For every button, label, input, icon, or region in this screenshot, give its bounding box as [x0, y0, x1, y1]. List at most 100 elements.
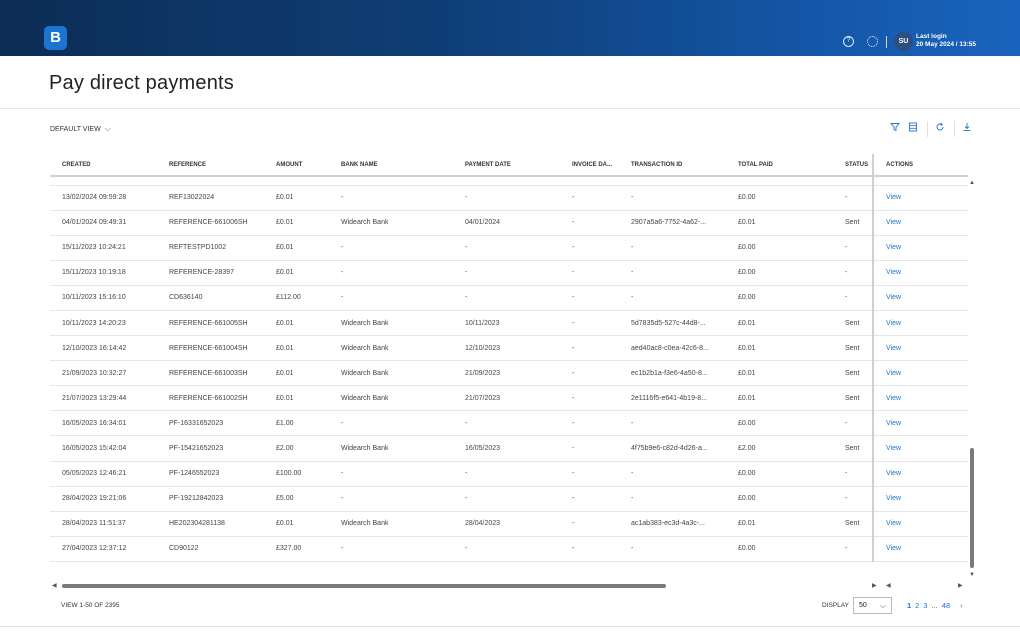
cell-amount: £0.01 [264, 385, 329, 412]
cell-action: View [872, 210, 968, 236]
scroll-right-icon[interactable]: ▶ [872, 583, 877, 589]
scroll-up-icon[interactable]: ▲ [969, 180, 975, 186]
cell-bank: Widearch Bank [329, 435, 453, 462]
help-icon[interactable]: ? [843, 36, 854, 47]
cell-payment-date: - [453, 461, 560, 487]
app-logo[interactable]: B [44, 26, 67, 50]
view-link[interactable]: View [886, 344, 902, 352]
cell-bank: - [329, 461, 453, 487]
cell-payment-date: 16/05/2023 [453, 435, 560, 462]
cell-total-paid: £0.01 [726, 511, 833, 537]
page-size-select[interactable]: 50 ⌵ [853, 597, 892, 614]
column-header[interactable]: BANK NAME [329, 154, 453, 177]
page-link-3[interactable]: 3 [923, 601, 928, 610]
page-link-last[interactable]: 48 [941, 601, 951, 610]
view-link[interactable]: View [886, 369, 902, 377]
column-header[interactable]: STATUS [833, 154, 873, 177]
next-page-icon[interactable]: › [960, 601, 963, 610]
chevron-down-icon: ⌵ [879, 601, 886, 610]
view-link[interactable]: View [886, 319, 902, 327]
view-link[interactable]: View [886, 495, 902, 503]
table-row: 05/05/2023 12:46:21 PF-1246552023 £100.00-… [50, 461, 968, 487]
cell-reference: PF-15421652023 [157, 435, 264, 462]
table-row: 16/05/2023 16:34:01 PF-16331652023 £1.00- -… [50, 410, 968, 437]
last-login-info: Last login 20 May 2024 / 13:55 [916, 33, 976, 49]
title-divider [0, 108, 1020, 109]
cell-total-paid: £0.01 [726, 385, 833, 412]
cell-total-paid: £0.00 [726, 486, 833, 512]
user-avatar[interactable]: SU [894, 32, 913, 51]
cell-total-paid: £0.00 [726, 235, 833, 261]
view-link[interactable]: View [886, 269, 902, 277]
horizontal-scroll-thumb[interactable] [62, 584, 666, 588]
column-header[interactable]: CREATED [50, 154, 157, 177]
cell-status: - [833, 410, 873, 437]
scroll-down-icon[interactable]: ▼ [969, 572, 975, 578]
cell-reference: PF-19212842023 [157, 486, 264, 512]
column-header[interactable]: PAYMENT DATE [453, 154, 560, 177]
cell-amount: £5.00 [264, 486, 329, 512]
view-link[interactable]: View [886, 444, 902, 452]
actions-scroll-left-icon[interactable]: ◀ [886, 583, 891, 589]
settings-icon[interactable] [867, 36, 878, 47]
page-link-2[interactable]: 2 [915, 601, 920, 610]
view-link[interactable]: View [886, 470, 902, 478]
cell-payment-date: - [453, 285, 560, 311]
table-row: 16/05/2023 15:42:04 PF-15421652023 £2.00 Wi… [50, 435, 968, 462]
vertical-scroll-thumb[interactable] [970, 448, 974, 568]
view-link[interactable]: View [886, 294, 902, 302]
cell-action: View [872, 235, 968, 261]
view-link[interactable]: View [886, 394, 902, 402]
cell-reference: REFERENCE-661003SH [157, 360, 264, 387]
view-link[interactable]: View [886, 219, 902, 227]
cell-reference: REFTESTPD1002 [157, 235, 264, 261]
horizontal-scrollbar[interactable]: ◀ ▶ [52, 582, 882, 590]
cell-payment-date: 28/04/2023 [453, 511, 560, 537]
cell-transaction-id: 4f75b9e6-c82d-4d26-a... [619, 435, 726, 462]
cell-bank: Widearch Bank [329, 210, 453, 236]
scroll-left-icon[interactable]: ◀ [52, 583, 57, 589]
view-link[interactable]: View [886, 545, 902, 553]
column-header[interactable]: ACTIONS [872, 154, 968, 177]
cell-transaction-id: 2e1116f5-e641-4b19-8... [619, 385, 726, 412]
record-count: VIEW 1-50 OF 2395 [61, 602, 120, 609]
cell-created: 27/04/2023 12:37:12 [50, 536, 157, 562]
cell-created: 28/04/2023 11:51:37 [50, 511, 157, 537]
cell-created: 16/05/2023 16:34:01 [50, 410, 157, 437]
cell-amount: £0.01 [264, 360, 329, 387]
cell-transaction-id: - [619, 536, 726, 562]
view-link[interactable]: View [886, 194, 902, 202]
table-row: 12/10/2023 16:14:42 REFERENCE-661004SH £0.… [50, 335, 968, 362]
refresh-icon[interactable] [935, 122, 945, 137]
column-header[interactable]: AMOUNT [264, 154, 329, 177]
cell-invoice-date: - [560, 260, 619, 286]
toolbar-divider [927, 121, 928, 137]
cell-action: View [872, 536, 968, 562]
column-header[interactable]: TRANSACTION ID [619, 154, 726, 177]
display-label: DISPLAY [822, 602, 849, 609]
table-row-partial [50, 176, 968, 186]
cell-action: View [872, 461, 968, 487]
column-header[interactable]: INVOICE DA... [560, 154, 619, 177]
page-link-1[interactable]: 1 [907, 601, 912, 610]
vertical-scrollbar[interactable]: ▲ ▼ [966, 180, 976, 580]
cell-invoice-date: - [560, 461, 619, 487]
last-login-label: Last login [916, 33, 947, 40]
view-selector[interactable]: DEFAULT VIEW ⌵ [50, 124, 111, 134]
actions-scroll-right-icon[interactable]: ▶ [958, 583, 963, 589]
view-link[interactable]: View [886, 244, 902, 252]
cell-created: 16/05/2023 15:42:04 [50, 435, 157, 462]
column-header[interactable]: TOTAL PAID [726, 154, 833, 177]
cell-bank: - [329, 410, 453, 437]
view-link[interactable]: View [886, 419, 902, 427]
filter-icon[interactable] [890, 122, 900, 137]
cell-amount: £100.00 [264, 461, 329, 487]
table-row: 28/04/2023 19:21:06 PF-19212842023 £5.00- -… [50, 486, 968, 512]
view-link[interactable]: View [886, 520, 902, 528]
column-header[interactable]: REFERENCE [157, 154, 264, 177]
cell-status: - [833, 185, 873, 211]
download-icon[interactable] [962, 122, 972, 137]
cell-created: 15/11/2023 10:19:18 [50, 260, 157, 286]
cell-amount: £112.00 [264, 285, 329, 311]
columns-icon[interactable] [908, 122, 918, 137]
